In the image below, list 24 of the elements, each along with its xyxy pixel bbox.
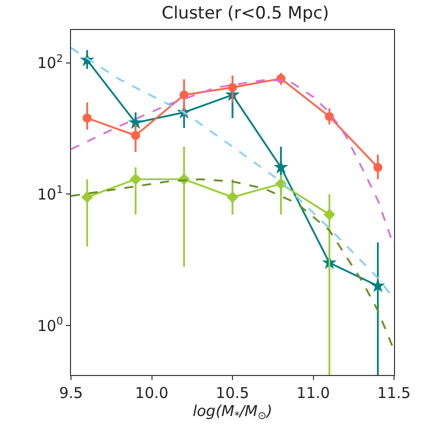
point bbox=[373, 162, 382, 172]
y-tick-label: 10$^{2}$ bbox=[37, 52, 63, 72]
point bbox=[81, 191, 93, 203]
point bbox=[226, 191, 238, 203]
x-tick-label: 10.5 bbox=[216, 384, 250, 402]
x-axis-title: log(M$_{*}$/M$_{⊙}$) bbox=[192, 402, 272, 422]
y-tick-label: 10$^{1}$ bbox=[37, 184, 63, 204]
point bbox=[130, 173, 142, 186]
point bbox=[128, 115, 143, 129]
point bbox=[228, 82, 237, 92]
y-tick-label: 10$^{0}$ bbox=[37, 315, 63, 335]
point bbox=[82, 114, 92, 123]
point bbox=[275, 178, 287, 190]
point bbox=[274, 160, 288, 174]
point bbox=[180, 90, 189, 100]
x-tick-label: 10.0 bbox=[135, 384, 168, 402]
x-tick-label: 11.0 bbox=[296, 384, 330, 402]
point bbox=[131, 130, 140, 140]
x-tick-label: 9.5 bbox=[59, 384, 83, 402]
point bbox=[324, 112, 334, 122]
x-tick-label: 11.5 bbox=[377, 384, 411, 402]
point bbox=[324, 208, 336, 220]
chart-title: Cluster (r<0.5 Mpc) bbox=[162, 3, 330, 24]
line-series bbox=[71, 79, 394, 248]
